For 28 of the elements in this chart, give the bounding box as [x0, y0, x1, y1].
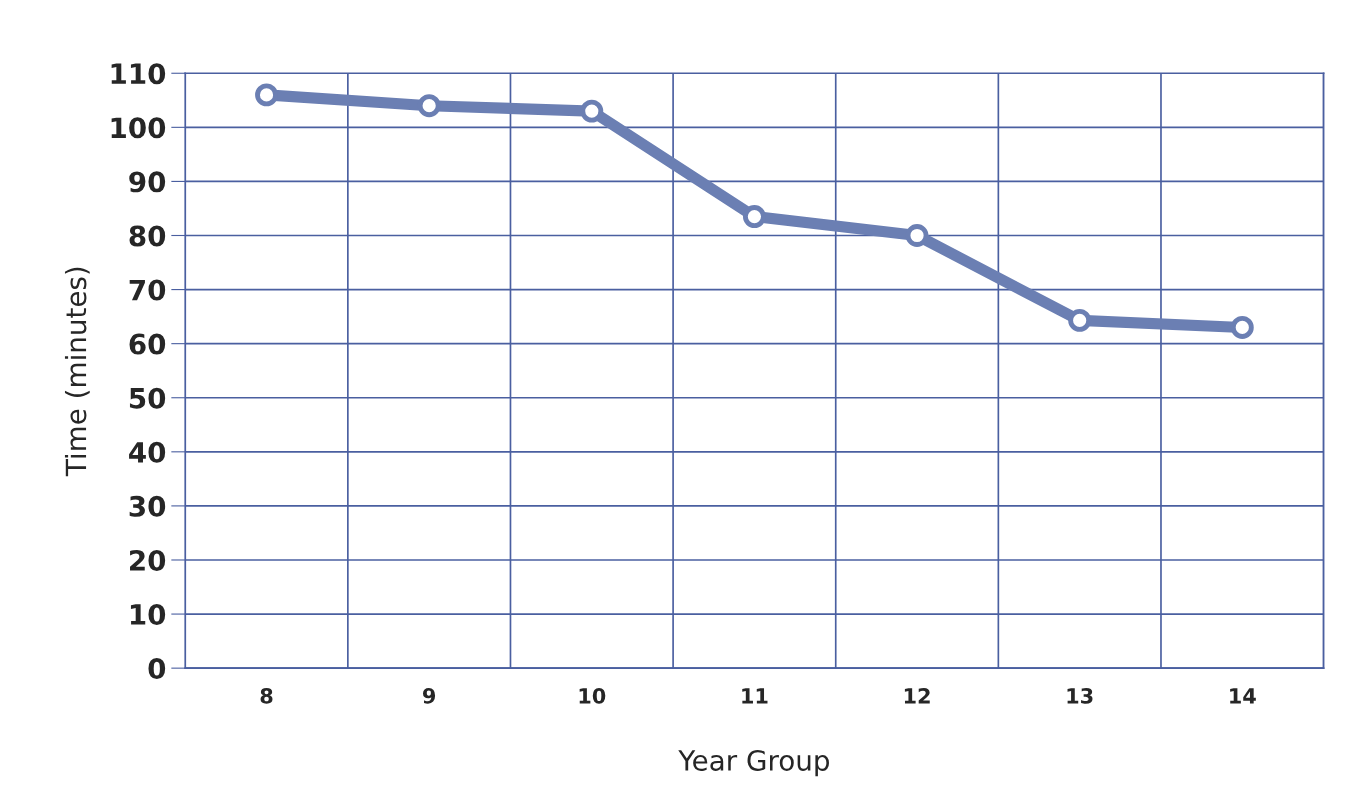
point [1230, 315, 1254, 339]
x-tick-label: 8 [260, 687, 273, 704]
x-tick-label: 13 [1067, 687, 1093, 704]
point [255, 83, 278, 107]
x-tick-label: 10 [579, 687, 606, 704]
y-tick-label: 100 [111, 117, 166, 139]
y-tick-label: 80 [129, 225, 166, 247]
y-tick-label: 10 [130, 604, 166, 626]
x-tick-label: 11 [742, 688, 768, 704]
y-tick-label: 60 [129, 333, 166, 355]
point [1068, 308, 1092, 332]
y-tick-label: 50 [129, 387, 166, 409]
x-tick-label: 9 [422, 687, 436, 704]
point [742, 205, 766, 229]
point [580, 99, 604, 123]
x-tick-label: 12 [904, 687, 930, 704]
y-tick-label: 0 [148, 658, 166, 680]
y-tick-label: 90 [129, 171, 166, 193]
y-tick-label: 30 [129, 495, 166, 517]
y-tick-label: 20 [130, 549, 166, 571]
y-axis-title: Time (minutes) [64, 267, 90, 477]
point [905, 224, 929, 247]
y-tick-label: 40 [129, 441, 166, 463]
x-tick-label: 14 [1230, 688, 1256, 704]
x-axis-title: Year Group [678, 749, 829, 777]
y-tick-label: 110 [111, 63, 166, 85]
point [417, 94, 441, 118]
y-tick-label: 70 [129, 279, 166, 301]
